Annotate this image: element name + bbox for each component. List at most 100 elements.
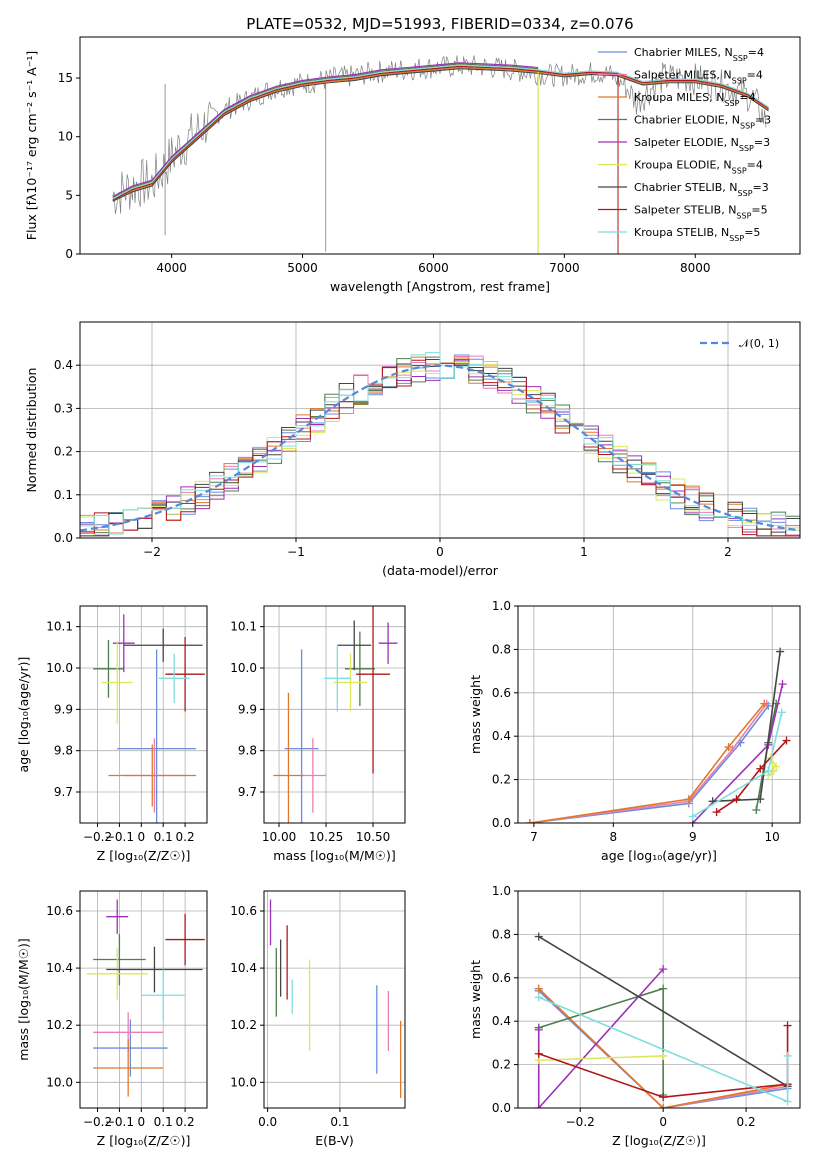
legend-entry: Salpeter MILES, NSSP=4: [634, 69, 763, 86]
plot-area: [269, 899, 402, 1099]
x-tick-label: 0.0: [258, 1115, 277, 1129]
y-axis-label: Flux [fλ10⁻¹⁷ erg cm⁻² s⁻¹ A⁻¹]: [24, 51, 39, 240]
x-tick-label: 2: [724, 545, 732, 559]
weight-line: [716, 739, 788, 813]
y-tick-label: 0.2: [492, 1058, 511, 1072]
axes-frame: [79, 605, 208, 824]
x-axis-label: Z [log₁₀(Z/Z☉)]: [97, 1133, 191, 1148]
weight-marker: [659, 965, 668, 974]
x-tick-label: 0: [659, 1115, 667, 1129]
y-tick-label: 0.6: [492, 686, 511, 700]
weight-marker: [684, 795, 693, 804]
figure-title: PLATE=0532, MJD=51993, FIBERID=0334, z=0…: [246, 15, 633, 33]
x-tick-label: 0.2: [176, 1115, 195, 1129]
weight-marker: [534, 1025, 543, 1034]
weight-line: [538, 988, 788, 1108]
y-tick-label: 10.0: [230, 661, 257, 675]
weight-marker: [778, 680, 787, 689]
legend-entry: Salpeter STELIB, NSSP=5: [634, 204, 768, 221]
weight-line: [529, 703, 765, 823]
weight-marker: [756, 795, 765, 804]
model-spectrum-line: [112, 62, 539, 198]
y-tick-label: 0.0: [492, 1101, 511, 1115]
y-tick-label: 10.2: [230, 1018, 257, 1032]
model-spectrum-line: [112, 64, 769, 200]
y-tick-label: 0.2: [492, 773, 511, 787]
x-tick-label: 4000: [156, 261, 187, 275]
x-tick-label: 0.1: [154, 1115, 173, 1129]
weight-marker: [534, 932, 543, 941]
weight-marker: [756, 764, 765, 773]
y-tick-label: 10.0: [46, 661, 73, 675]
x-tick-label: 5000: [287, 261, 318, 275]
y-tick-label: 1.0: [492, 884, 511, 898]
x-axis-label: age [log₁₀(age/yr)]: [601, 848, 717, 863]
y-tick-label: 9.7: [238, 785, 257, 799]
weight-line: [529, 703, 768, 823]
weight-marker: [659, 1104, 668, 1108]
y-tick-label: 0.0: [54, 531, 73, 545]
axes-frame: [517, 890, 801, 1109]
y-axis-label: mass weight: [468, 675, 483, 754]
weight-marker: [764, 766, 773, 775]
axes-frame: [79, 890, 208, 1109]
y-tick-label: 0: [65, 247, 73, 261]
weight-marker: [772, 762, 781, 771]
weight-line: [529, 705, 769, 823]
axes-frame: [79, 36, 801, 255]
weight-marker: [525, 819, 534, 823]
weight-marker: [534, 984, 543, 993]
x-tick-label: 0: [137, 1115, 145, 1129]
residual-histogram: [80, 360, 800, 537]
plot-area: [534, 932, 792, 1108]
legend-entry: Chabrier STELIB, NSSP=3: [634, 181, 769, 198]
x-tick-label: 0.1: [330, 1115, 349, 1129]
normal-curve: [80, 364, 800, 532]
x-tick-label: 0.2: [737, 1115, 756, 1129]
weight-marker: [783, 1097, 792, 1106]
y-tick-label: 10.1: [46, 620, 73, 634]
x-tick-label: 6000: [418, 261, 449, 275]
model-spectrum-line: [112, 64, 769, 200]
y-tick-label: 9.9: [238, 702, 257, 716]
y-tick-label: 0.1: [54, 488, 73, 502]
legend-entry: Kroupa ELODIE, NSSP=4: [634, 159, 763, 176]
weight-marker: [659, 984, 668, 993]
z-vs-age-chart: −0.2−0.1 0 0.1 0.2 9.7 9.8 9.9 10.0 10.1 Z [log₁₀…: [16, 605, 208, 863]
x-tick-label: 7000: [549, 261, 580, 275]
y-tick-label: 10.0: [46, 1075, 73, 1089]
x-tick-label: 0.1: [154, 830, 173, 844]
x-tick-label: 10.00: [262, 830, 296, 844]
y-tick-label: 10.2: [46, 1018, 73, 1032]
x-tick-label: 7: [530, 830, 538, 844]
axes-frame: [263, 890, 406, 1109]
y-tick-label: 9.8: [54, 744, 73, 758]
residuals-chart: −2 −1 0 1 2 0.0 0.1 0.2 0.3 0.4 (data-model)/error…: [24, 321, 801, 578]
plot-area: [525, 647, 791, 823]
y-tick-label: 0.4: [54, 358, 73, 372]
age-vs-weight-chart: 7 8 9 10 0.0 0.2 0.4 0.6 0.8 1.0 age [log₁₀(age/yr…: [468, 599, 801, 863]
plot-area: [112, 55, 769, 254]
x-tick-label: 0: [436, 545, 444, 559]
x-axis-label: E(B-V): [315, 1133, 354, 1148]
legend: Chabrier MILES, NSSP=4 Salpeter MILES, NS…: [598, 46, 771, 243]
y-tick-label: 5: [65, 188, 73, 202]
y-tick-label: 10: [58, 130, 73, 144]
y-tick-label: 10.0: [230, 1075, 257, 1089]
y-tick-label: 0.3: [54, 401, 73, 415]
x-tick-label: −1: [287, 545, 305, 559]
axes-frame: [79, 321, 801, 539]
y-tick-label: 0.0: [492, 816, 511, 830]
weight-marker: [688, 812, 697, 821]
model-spectrum-line: [112, 63, 539, 199]
x-tick-label: −0.2: [83, 1115, 112, 1129]
z-vs-mass-chart: −0.2−0.1 0 0.1 0.2 10.0 10.2 10.4 10.6 Z [log₁₀(…: [16, 890, 208, 1148]
x-tick-label: 0.2: [176, 830, 195, 844]
y-tick-label: 0.4: [492, 729, 511, 743]
plot-area: [86, 899, 205, 1097]
legend-entry: Salpeter ELODIE, NSSP=3: [634, 136, 770, 153]
model-spectrum-line: [112, 68, 769, 202]
y-tick-label: 0.8: [492, 642, 511, 656]
x-tick-label: 1: [580, 545, 588, 559]
